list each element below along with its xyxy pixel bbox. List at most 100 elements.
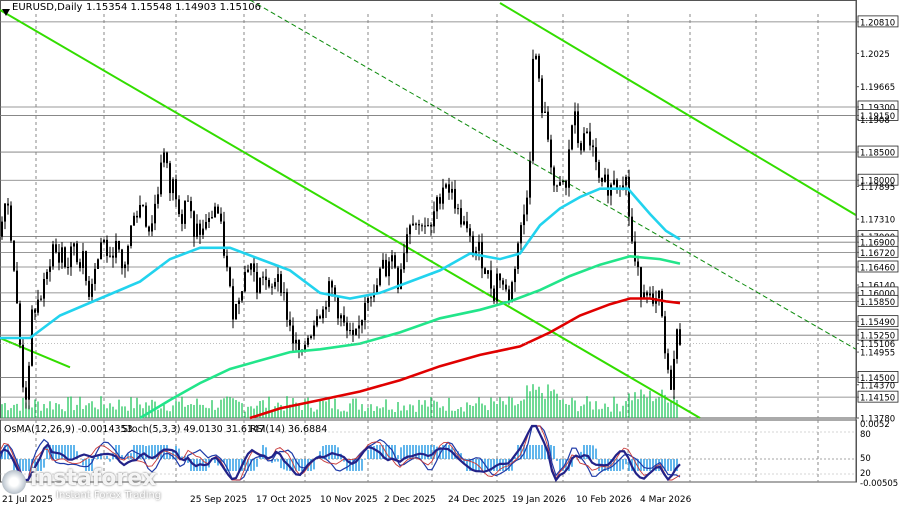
candle <box>556 184 558 193</box>
candle-body <box>211 217 213 219</box>
candle <box>109 246 111 258</box>
candle <box>172 177 174 201</box>
candle <box>169 160 171 201</box>
candle <box>469 223 471 243</box>
candle-body <box>316 316 318 326</box>
candle <box>259 277 261 294</box>
candle <box>1 216 3 240</box>
candle-body <box>208 218 210 222</box>
date-tick-label: 25 Sep 2025 <box>190 495 247 505</box>
candle-body <box>430 225 432 227</box>
candle-body <box>358 325 360 329</box>
price-tick-label: 1.19150 <box>860 112 895 122</box>
candle <box>79 258 81 272</box>
candle <box>157 186 159 209</box>
candle-body <box>184 200 186 224</box>
candle-body <box>241 291 243 301</box>
ma-mid-line <box>139 254 681 420</box>
candle <box>526 190 528 222</box>
candle <box>34 308 36 321</box>
main-plot-frame <box>0 0 857 419</box>
candle <box>142 204 144 208</box>
price-tick-label: 1.14150 <box>860 394 895 404</box>
candle-body <box>628 176 630 217</box>
candle-body <box>643 292 645 298</box>
candle-body <box>226 255 228 268</box>
candle <box>571 124 573 151</box>
candle <box>607 168 609 204</box>
candle-body <box>253 263 255 272</box>
candle-body <box>580 143 582 151</box>
candle-body <box>427 225 429 227</box>
candle-body <box>310 336 312 338</box>
candle <box>442 178 444 210</box>
candle-body <box>19 303 21 345</box>
candle <box>325 300 327 318</box>
candle <box>298 339 300 359</box>
stoch-main-line <box>0 425 681 481</box>
price-tick-label: 1.17895 <box>860 183 895 193</box>
candle-body <box>277 274 279 282</box>
candle <box>145 202 147 228</box>
candle-body <box>676 329 678 359</box>
candle-body <box>295 339 297 344</box>
candle <box>565 179 567 196</box>
candle-body <box>343 315 345 323</box>
price-tick-label: 1.16900 <box>860 239 895 249</box>
candle-body <box>337 296 339 319</box>
candle-body <box>271 286 273 288</box>
candle-body <box>379 268 381 286</box>
candle <box>37 289 39 316</box>
price-tick-label: 1.20810 <box>860 18 895 28</box>
candle <box>589 122 591 151</box>
candle <box>103 238 105 244</box>
ma-slow-line <box>249 297 681 420</box>
candle-body <box>256 271 258 293</box>
candle-body <box>304 344 306 351</box>
candle <box>490 260 492 297</box>
candle-body <box>67 267 69 269</box>
price-tick-label: 1.19300 <box>860 103 895 113</box>
candle-body <box>49 266 51 272</box>
candle <box>94 262 96 291</box>
date-tick-label: 21 Jul 2025 <box>2 495 53 505</box>
candle-body <box>664 316 666 354</box>
candle <box>25 381 27 409</box>
candle <box>253 256 255 282</box>
candle-body <box>352 329 354 335</box>
candle-body <box>412 223 414 226</box>
candle <box>106 235 108 263</box>
candle-body <box>259 277 261 293</box>
candle-body <box>448 184 450 193</box>
candle-body <box>541 78 543 113</box>
candle <box>448 177 450 200</box>
candle-body <box>577 111 579 144</box>
candle-body <box>370 297 372 299</box>
candle <box>55 238 57 254</box>
candle-body <box>424 225 426 227</box>
candle <box>388 257 390 286</box>
candle-body <box>436 197 438 212</box>
candle-body <box>148 226 150 232</box>
candle <box>634 231 636 266</box>
candle-body <box>520 225 522 244</box>
candle-body <box>517 243 519 269</box>
candle-body <box>421 225 423 227</box>
candle <box>337 295 339 325</box>
candle-body <box>166 152 168 164</box>
candle <box>541 75 543 119</box>
candle <box>523 204 525 235</box>
candle-body <box>46 271 48 279</box>
collapse-arrow-icon[interactable] <box>2 2 10 21</box>
candle-body <box>631 216 633 242</box>
candle-body <box>313 325 315 337</box>
candle-body <box>574 111 576 126</box>
candle <box>598 159 600 183</box>
candle-body <box>604 174 606 182</box>
candle-body <box>280 274 282 293</box>
date-tick-label: 17 Oct 2025 <box>256 495 312 505</box>
candle <box>397 265 399 294</box>
candle-body <box>43 278 45 299</box>
price-tick-label: 1.13780 <box>860 415 895 425</box>
